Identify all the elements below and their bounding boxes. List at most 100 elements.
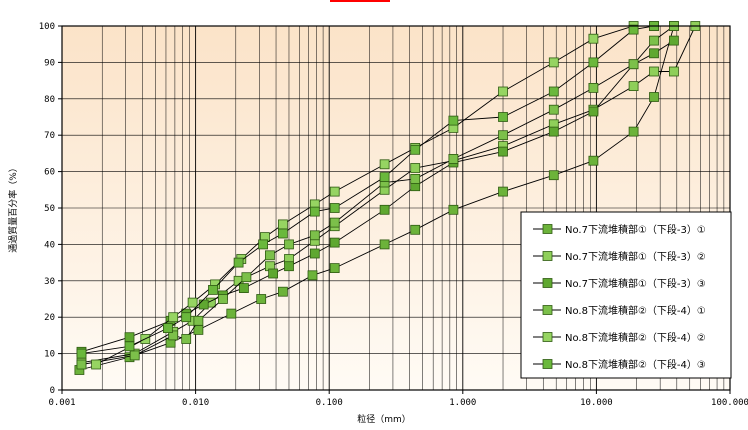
data-point (669, 66, 679, 77)
data-point (208, 284, 218, 295)
data-point (329, 237, 340, 248)
data-point (588, 33, 599, 44)
legend-marker (542, 278, 553, 288)
data-point (168, 330, 179, 341)
y-tick-label: 70 (44, 131, 55, 141)
x-axis-ticks: 0.001 0.010 0.100 1.000 10.000 100.000 (48, 390, 748, 408)
legend-marker (542, 224, 553, 234)
data-point (379, 159, 390, 170)
y-axis-ticks: 0 10 20 30 40 50 60 70 80 90 100 (39, 22, 62, 396)
x-tick-label: 0.010 (182, 398, 209, 408)
legend-box (520, 211, 732, 379)
series-6 (76, 21, 659, 359)
x-axis-title: 粒径（mm） (357, 413, 411, 425)
data-point (309, 206, 320, 217)
x-tick-label: 0.001 (48, 398, 75, 408)
legend-item: No.8下流堆積部②（下段-4）② (533, 331, 706, 344)
data-point (588, 57, 599, 68)
data-point (181, 312, 192, 323)
data-point (448, 153, 459, 164)
data-point (309, 230, 320, 241)
data-point (277, 228, 288, 239)
legend-item: No.8下流堆積部②（下段-4）① (533, 304, 706, 317)
data-point (669, 35, 679, 46)
data-point (217, 294, 228, 304)
series-layer (74, 21, 701, 375)
y-tick-label: 20 (44, 313, 55, 323)
data-point (448, 204, 459, 215)
data-point (628, 126, 639, 137)
data-point (498, 146, 508, 157)
data-point (498, 86, 508, 97)
data-point (193, 315, 204, 326)
data-point (168, 312, 179, 323)
data-point (268, 268, 279, 279)
legend-marker (542, 332, 553, 342)
data-point (124, 341, 135, 352)
data-point (498, 186, 508, 197)
data-point (588, 83, 599, 93)
y-tick-label: 40 (44, 240, 55, 250)
y-tick-label: 0 (50, 386, 55, 396)
data-point (162, 323, 173, 334)
legend-label: No.7下流堆積部①（下段-3）② (565, 250, 706, 263)
data-point (238, 283, 249, 294)
data-point (329, 217, 340, 228)
data-point (379, 172, 390, 183)
data-point (548, 104, 559, 115)
legend-label: No.7下流堆積部①（下段-3）① (565, 223, 706, 236)
plot-area (61, 21, 731, 391)
data-point (256, 294, 267, 304)
legend-item: No.7下流堆積部①（下段-3）① (533, 223, 706, 236)
data-point (226, 308, 237, 319)
data-point (181, 334, 192, 344)
data-point (264, 250, 275, 261)
series-4 (76, 21, 679, 370)
legend-item: No.7下流堆積部①（下段-3）② (533, 250, 706, 263)
data-point (76, 348, 87, 359)
data-point (187, 297, 198, 308)
data-point (410, 173, 421, 184)
data-point (410, 163, 421, 173)
legend-item: No.8下流堆積部②（下段-4）③ (533, 358, 706, 371)
data-point (628, 81, 639, 91)
legend-marker (542, 251, 553, 261)
data-point (76, 359, 87, 370)
legend-marker (542, 359, 553, 369)
y-tick-label: 60 (44, 168, 55, 178)
data-point (448, 115, 459, 126)
legend-label: No.8下流堆積部②（下段-4）② (565, 331, 706, 344)
legend-label: No.7下流堆積部①（下段-3）③ (565, 277, 706, 290)
title-fragment (330, 0, 390, 2)
legend-marker (542, 305, 553, 315)
data-point (309, 248, 320, 259)
data-point (233, 257, 244, 268)
data-point (628, 59, 639, 70)
data-point (548, 57, 559, 68)
data-point (284, 261, 294, 272)
data-point (588, 155, 599, 166)
x-tick-label: 10.000 (580, 398, 613, 408)
data-point (284, 239, 294, 250)
legend-item: No.7下流堆積部①（下段-3）③ (533, 277, 706, 290)
data-point (649, 35, 659, 46)
x-tick-label: 0.100 (316, 398, 343, 408)
data-point (649, 92, 659, 102)
data-point (498, 130, 508, 141)
x-tick-label: 1.000 (449, 398, 476, 408)
data-point (307, 270, 318, 281)
y-tick-label: 100 (39, 22, 55, 32)
legend-label: No.8下流堆積部②（下段-4）③ (565, 358, 706, 371)
data-point (649, 66, 659, 77)
data-point (588, 106, 599, 117)
data-point (277, 219, 288, 230)
data-point (129, 350, 140, 361)
data-point (548, 126, 559, 137)
data-point (548, 170, 559, 181)
data-point (628, 24, 639, 35)
data-point (124, 332, 135, 343)
data-point (379, 204, 390, 215)
x-tick-label: 100.000 (711, 398, 748, 408)
data-point (91, 359, 101, 370)
